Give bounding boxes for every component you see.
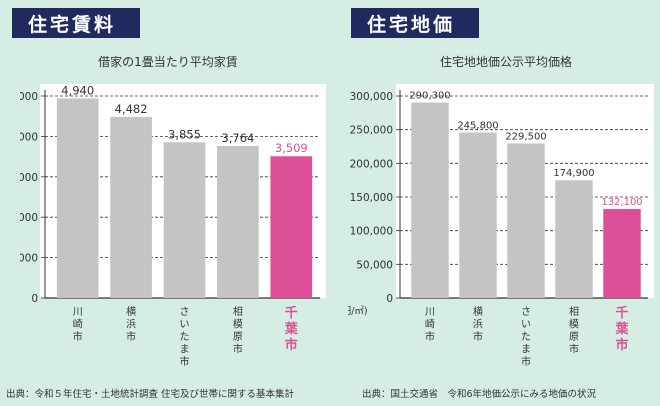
land-chart-title: 住宅地地価公示平均価格: [440, 54, 572, 69]
land-value-label: 132,100: [601, 197, 642, 208]
land-value-label: 290,300: [409, 91, 450, 102]
rent-value-label: 3,855: [168, 127, 201, 141]
land-bar: [411, 102, 449, 298]
land-category-label: 千葉市: [614, 305, 629, 353]
land-value-label: 174,900: [553, 168, 594, 179]
rent-y-tick-label: 0: [31, 293, 38, 305]
rent-value-label: 4,940: [61, 83, 94, 97]
rent-chart: 借家の1畳当たり平均家賃01,0002,0003,0004,0005,000(円…: [2, 54, 326, 368]
rent-y-tick-label: 5,000: [20, 91, 38, 103]
rent-chart-panel: 借家の1畳当たり平均家賃01,0002,0003,0004,0005,000(円…: [2, 44, 326, 386]
rent-category-label: さいたま市: [180, 306, 190, 368]
land-bar: [507, 143, 545, 298]
rent-y-tick-label: 4,000: [20, 131, 38, 143]
rent-chart-title: 借家の1畳当たり平均家賃: [98, 54, 238, 69]
land-category-label: 相模原市: [569, 305, 579, 356]
rent-bar: [56, 98, 99, 298]
rent-bar: [163, 142, 206, 298]
rent-category-label: 千葉市: [284, 305, 299, 353]
header-rent: 住宅賃料: [12, 8, 140, 38]
land-y-tick-label: 0: [386, 293, 393, 305]
rent-bar: [270, 156, 313, 298]
rent-bar: [110, 116, 152, 298]
land-category-label: 川崎市: [425, 307, 435, 343]
land-y-tick-label: 250,000: [350, 125, 393, 137]
rent-value-label: 3,509: [275, 141, 308, 155]
land-y-tick-label: 100,000: [350, 226, 393, 238]
source-note-land-price: 出典：国土交通省 令和6年地価公示にみる地価の状況: [362, 389, 597, 400]
land-value-label: 245,800: [457, 120, 498, 131]
rent-category-label: 相模原市: [233, 305, 243, 356]
land-price-chart: 住宅地地価公示平均価格 0 50,000 100,000 150,000 200,000 2…: [338, 54, 654, 368]
land-price-chart-panel: 住宅地地価公示平均価格 0 50,000 100,000 150,000 200,000 2…: [338, 44, 654, 386]
land-value-label: 229,500: [505, 131, 546, 142]
land-y-axis-unit: (円/㎡): [348, 306, 368, 317]
land-category-label: さいたま市: [521, 306, 531, 368]
land-y-tick-label: 150,000: [350, 192, 393, 204]
land-y-tick-label: 200,000: [350, 158, 393, 170]
rent-bar: [217, 145, 259, 298]
rent-value-label: 3,764: [221, 131, 254, 145]
rent-y-tick-label: 2,000: [20, 212, 38, 224]
land-y-tick-label: 300,000: [350, 91, 393, 103]
rent-y-tick-label: 1,000: [20, 253, 38, 265]
rent-value-label: 4,482: [115, 102, 148, 116]
land-bar: [555, 180, 593, 298]
land-y-tick-label: 50,000: [356, 259, 393, 271]
source-note-rent: 出典：令和５年住宅・土地統計調査 住宅及び世帯に関する基本集計: [6, 389, 295, 400]
rent-y-tick-label: 3,000: [20, 172, 38, 184]
rent-category-label: 川崎市: [73, 307, 83, 343]
rent-category-label: 横浜市: [126, 305, 136, 343]
land-category-label: 横浜市: [473, 305, 483, 343]
land-bar: [459, 132, 497, 298]
land-bar: [603, 209, 641, 298]
header-land-price: 住宅地価: [351, 8, 479, 38]
